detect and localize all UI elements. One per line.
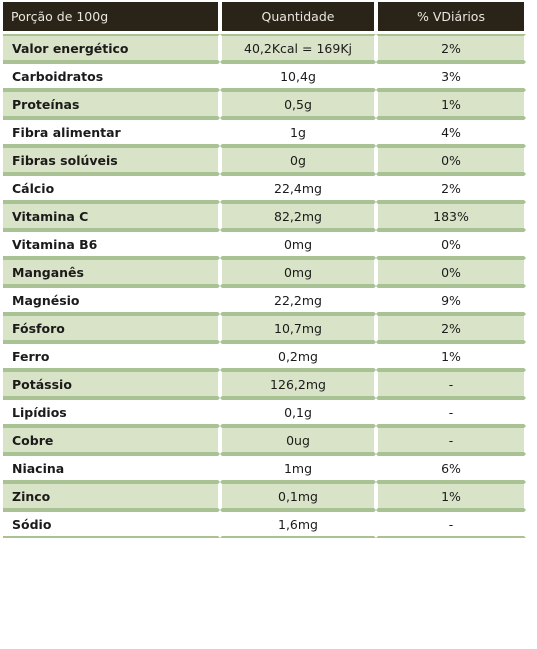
nutrient-quantity: 40,2Kcal = 169Kj	[220, 34, 376, 62]
table-row: Zinco 0,1mg 1%	[3, 482, 526, 510]
header-row: Porção de 100g Quantidade % VDiários	[3, 2, 526, 34]
nutrient-name: Vitamina B6	[3, 230, 220, 258]
nutrient-name: Fibra alimentar	[3, 118, 220, 146]
nutrient-daily-value: 4%	[376, 118, 526, 146]
table-row: Valor energético 40,2Kcal = 169Kj 2%	[3, 34, 526, 62]
nutrient-quantity: 1mg	[220, 454, 376, 482]
nutrient-daily-value: 2%	[376, 34, 526, 62]
nutrient-daily-value: 0%	[376, 230, 526, 258]
nutrient-name: Carboidratos	[3, 62, 220, 90]
nutrient-name: Cálcio	[3, 174, 220, 202]
nutrient-quantity: 22,4mg	[220, 174, 376, 202]
table-row: Magnésio 22,2mg 9%	[3, 286, 526, 314]
nutrient-quantity: 82,2mg	[220, 202, 376, 230]
nutrient-quantity: 0ug	[220, 426, 376, 454]
nutrient-quantity: 22,2mg	[220, 286, 376, 314]
nutrient-name: Fósforo	[3, 314, 220, 342]
nutrient-name: Lipídios	[3, 398, 220, 426]
table-row: Carboidratos 10,4g 3%	[3, 62, 526, 90]
nutrient-name: Niacina	[3, 454, 220, 482]
nutrient-daily-value: -	[376, 426, 526, 454]
nutrient-quantity: 0,1mg	[220, 482, 376, 510]
nutrient-quantity: 0,1g	[220, 398, 376, 426]
table-body: Valor energético 40,2Kcal = 169Kj 2% Carboi…	[3, 34, 526, 538]
nutrient-daily-value: 1%	[376, 482, 526, 510]
nutrient-quantity: 0mg	[220, 258, 376, 286]
table-row: Niacina 1mg 6%	[3, 454, 526, 482]
nutrient-daily-value: 2%	[376, 174, 526, 202]
nutrient-daily-value: 2%	[376, 314, 526, 342]
table-row: Sódio 1,6mg -	[3, 510, 526, 538]
nutrient-name: Proteínas	[3, 90, 220, 118]
table-row: Proteínas 0,5g 1%	[3, 90, 526, 118]
header-daily-value: % VDiários	[376, 2, 526, 34]
nutrient-name: Sódio	[3, 510, 220, 538]
nutrient-name: Cobre	[3, 426, 220, 454]
nutrient-quantity: 10,4g	[220, 62, 376, 90]
table-row: Fibras solúveis 0g 0%	[3, 146, 526, 174]
nutrient-quantity: 0,5g	[220, 90, 376, 118]
table-row: Manganês 0mg 0%	[3, 258, 526, 286]
table-row: Ferro 0,2mg 1%	[3, 342, 526, 370]
nutrient-daily-value: -	[376, 398, 526, 426]
header-quantity: Quantidade	[220, 2, 376, 34]
nutrient-daily-value: 183%	[376, 202, 526, 230]
table-row: Vitamina B6 0mg 0%	[3, 230, 526, 258]
table-row: Lipídios 0,1g -	[3, 398, 526, 426]
nutrient-quantity: 0mg	[220, 230, 376, 258]
table-row: Cobre 0ug -	[3, 426, 526, 454]
nutrient-daily-value: 9%	[376, 286, 526, 314]
nutrient-quantity: 126,2mg	[220, 370, 376, 398]
nutrient-name: Fibras solúveis	[3, 146, 220, 174]
nutrient-daily-value: 1%	[376, 90, 526, 118]
nutrition-table: Porção de 100g Quantidade % VDiários Val…	[3, 2, 526, 538]
nutrient-name: Valor energético	[3, 34, 220, 62]
table-header: Porção de 100g Quantidade % VDiários	[3, 2, 526, 34]
nutrient-name: Ferro	[3, 342, 220, 370]
nutrient-daily-value: 0%	[376, 146, 526, 174]
nutrient-daily-value: 1%	[376, 342, 526, 370]
table-row: Fósforo 10,7mg 2%	[3, 314, 526, 342]
nutrient-name: Zinco	[3, 482, 220, 510]
nutrient-daily-value: 3%	[376, 62, 526, 90]
nutrient-daily-value: 0%	[376, 258, 526, 286]
nutrient-name: Potássio	[3, 370, 220, 398]
table-row: Fibra alimentar 1g 4%	[3, 118, 526, 146]
nutrient-daily-value: -	[376, 510, 526, 538]
nutrient-quantity: 0,2mg	[220, 342, 376, 370]
nutrient-quantity: 1,6mg	[220, 510, 376, 538]
table-row: Cálcio 22,4mg 2%	[3, 174, 526, 202]
nutrient-quantity: 10,7mg	[220, 314, 376, 342]
header-portion: Porção de 100g	[3, 2, 220, 34]
nutrient-daily-value: -	[376, 370, 526, 398]
nutrient-daily-value: 6%	[376, 454, 526, 482]
nutrient-name: Vitamina C	[3, 202, 220, 230]
nutrient-quantity: 1g	[220, 118, 376, 146]
nutrient-quantity: 0g	[220, 146, 376, 174]
nutrient-name: Manganês	[3, 258, 220, 286]
table-row: Potássio 126,2mg -	[3, 370, 526, 398]
table-row: Vitamina C 82,2mg 183%	[3, 202, 526, 230]
nutrient-name: Magnésio	[3, 286, 220, 314]
